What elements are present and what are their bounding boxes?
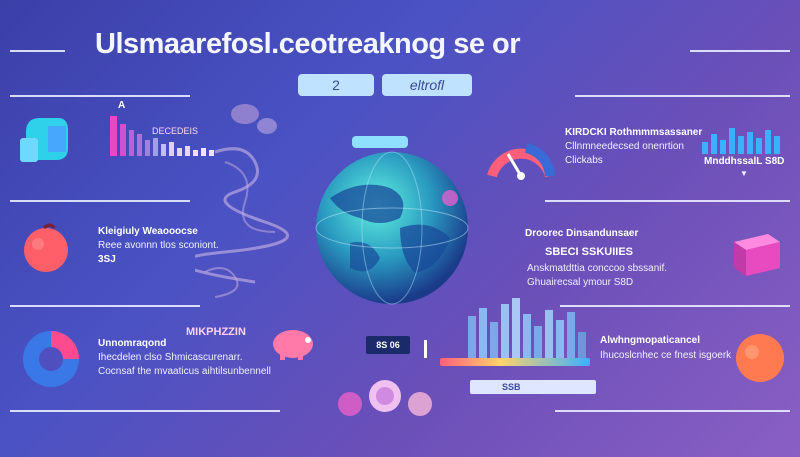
slider[interactable]: SSB [470, 380, 596, 394]
pie-chart-icon [23, 331, 79, 387]
left-block2-line1: Kleigiuly Weaooocse [98, 226, 198, 237]
cube-icon [734, 234, 780, 276]
right-block1-line3: Clickabs [565, 155, 603, 166]
pill-left[interactable]: 2 [298, 74, 374, 96]
divider [555, 410, 790, 412]
right-block1-value: MnddhssalL S8D [704, 156, 785, 167]
left-block3-line2: Ihecdelen clso Shmicascurenarr. [98, 352, 243, 363]
hand-icon [20, 118, 68, 162]
left-block3-line3: Cocnsaf the mvaaticus aihtilsunbennell [98, 366, 271, 377]
chart-label: 8S 06 [376, 340, 400, 350]
divider [575, 95, 790, 97]
apple-icon [24, 223, 68, 272]
right-block1-line1: KIRDCKI Rothmmmsassaner [565, 127, 703, 138]
divider [10, 410, 280, 412]
bar-chart-icon [702, 128, 780, 154]
progress-strip [440, 358, 590, 366]
right-block3-line2: Ihucoslcnhec ce fnest isgoerk [600, 350, 732, 361]
globe-badge [352, 136, 408, 148]
divider [10, 50, 65, 52]
slider-label: SSB [502, 382, 521, 392]
bar-caption: DECEDEIS [152, 126, 199, 136]
bar-chart-icon [468, 298, 586, 364]
right-block1-line2: Cllnmneedecsed onenrtion [565, 141, 684, 152]
left-block3-line1: Unnomraqond [98, 338, 167, 349]
right-block2-line1: Droorec Dinsandunsaer [525, 228, 639, 239]
divider [690, 50, 790, 52]
divider [560, 305, 790, 307]
pill-right-label: eltrofl [409, 77, 445, 93]
right-block2-line2: SBECI SSKUIIES [545, 246, 634, 258]
left-block2-line3: 3SJ [98, 254, 116, 265]
bar-chart-icon [110, 116, 214, 156]
right-block3-line1: Alwhngmopaticancel [600, 335, 701, 346]
chart-label-box: 8S 06 [366, 336, 410, 354]
smoke-decoration [195, 104, 289, 298]
divider [10, 200, 190, 202]
small-label: A [118, 100, 126, 111]
left-block3-tag: MIKPHZZIN [186, 326, 246, 338]
pill-right[interactable]: eltrofl [382, 74, 472, 96]
divider [10, 95, 190, 97]
chevron-down-icon: ▼ [740, 169, 748, 178]
divider [545, 200, 790, 202]
marker [424, 340, 427, 358]
right-block2-line4: Ghuairecsal ymour S8D [527, 277, 634, 288]
globe-icon [315, 151, 469, 305]
coins-icon [338, 380, 432, 416]
divider [10, 305, 200, 307]
apple-icon [736, 334, 784, 382]
right-block2-line3: Anskmatdttia conccoo sbssanif. [527, 263, 668, 274]
piggy-bank-icon [273, 330, 313, 360]
left-block2-line2: Reee avonnn tlos sconiont. [98, 240, 219, 251]
pill-left-label: 2 [332, 77, 340, 93]
gauge-icon [487, 143, 555, 180]
page-title: Ulsmaarefosl.ceotreaknog se or [95, 28, 521, 60]
